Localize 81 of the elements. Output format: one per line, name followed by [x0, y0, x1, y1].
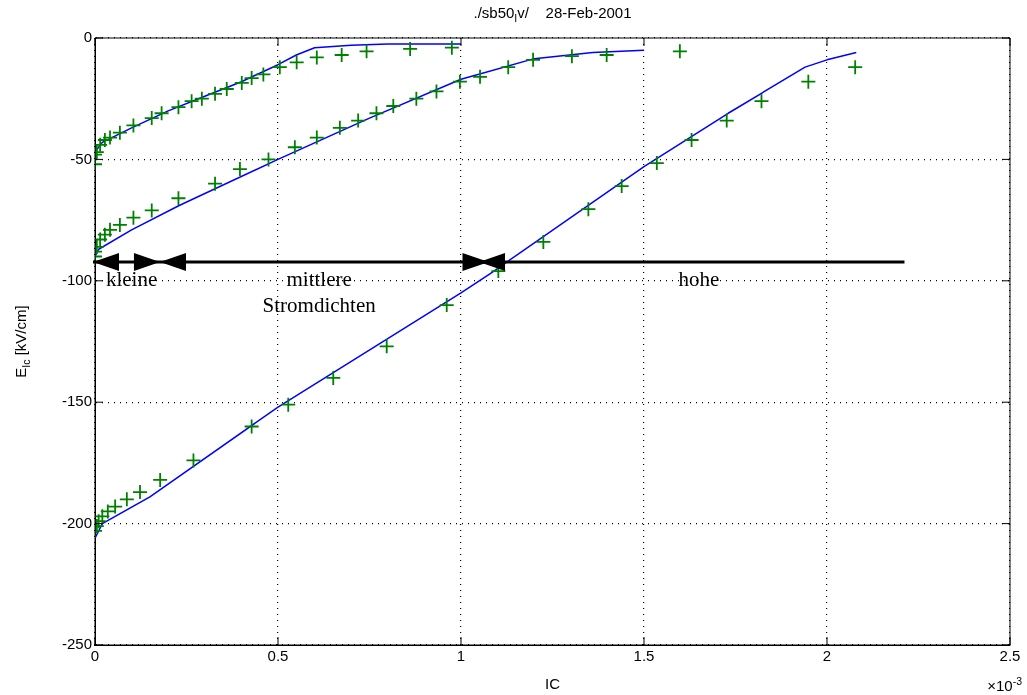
- point: [96, 132, 113, 148]
- point: [153, 105, 170, 122]
- point: [308, 49, 325, 66]
- point: [428, 83, 445, 100]
- y-tick-label: -150: [61, 392, 92, 410]
- point: [125, 209, 142, 226]
- point: [132, 484, 148, 500]
- point: [218, 81, 235, 97]
- point: [207, 85, 223, 102]
- point: [500, 59, 517, 76]
- point: [271, 59, 288, 76]
- point: [580, 201, 597, 218]
- point: [232, 161, 248, 178]
- point: [613, 178, 630, 195]
- point: [102, 221, 118, 238]
- point: [350, 112, 367, 129]
- point: [753, 93, 770, 110]
- point: [402, 41, 419, 57]
- x-tick-label: 1.5: [633, 647, 655, 665]
- point: [286, 139, 303, 156]
- point: [170, 99, 187, 116]
- annotation: kleine: [105, 267, 158, 292]
- point: [452, 73, 468, 90]
- point: [331, 119, 348, 136]
- point: [183, 93, 200, 110]
- point: [193, 90, 210, 107]
- y-tick-label: -100: [61, 270, 92, 288]
- y-tick-label: -250: [61, 635, 92, 653]
- point: [671, 43, 688, 60]
- point: [368, 105, 385, 122]
- point: [143, 110, 160, 127]
- point: [800, 73, 817, 90]
- point: [207, 175, 223, 192]
- annotation: mittlere Stromdichten: [262, 267, 377, 318]
- point: [99, 503, 116, 520]
- point: [598, 47, 615, 63]
- y-axis-title: EIc [kV/cm]: [12, 305, 33, 378]
- point: [648, 155, 665, 171]
- point: [170, 190, 187, 207]
- point: [443, 39, 460, 56]
- point: [107, 498, 124, 515]
- point: [525, 51, 541, 68]
- point: [102, 129, 118, 146]
- point: [385, 98, 402, 114]
- point: [143, 202, 160, 219]
- point: [118, 491, 135, 508]
- point: [288, 54, 305, 71]
- annotation: hohe: [678, 267, 720, 292]
- point: [243, 70, 260, 86]
- point: [472, 68, 488, 85]
- point: [683, 132, 700, 148]
- point: [111, 124, 128, 141]
- point: [847, 59, 864, 76]
- point: [333, 47, 350, 63]
- point: [358, 43, 375, 60]
- point: [185, 452, 202, 469]
- x-axis-title: IC: [545, 675, 561, 693]
- point: [260, 151, 277, 168]
- x-tick-label: 1: [456, 647, 466, 665]
- x-tick-label: 2: [822, 647, 832, 665]
- point: [325, 370, 342, 386]
- point: [96, 226, 113, 243]
- point: [564, 48, 580, 65]
- point: [718, 112, 735, 129]
- x-tick-label: 2.5: [999, 647, 1021, 665]
- point: [535, 234, 552, 250]
- y-tick-label: -50: [70, 149, 92, 167]
- x-tick-label: 0.5: [267, 647, 289, 665]
- point: [438, 297, 455, 313]
- point: [280, 396, 297, 413]
- point: [243, 418, 260, 435]
- point: [233, 75, 250, 91]
- point: [378, 338, 395, 355]
- point: [408, 90, 425, 107]
- y-tick-label: -200: [61, 513, 92, 531]
- point: [125, 117, 142, 134]
- point: [255, 66, 272, 83]
- y-tick-label: 0: [83, 28, 92, 46]
- point: [111, 217, 128, 233]
- point: [152, 472, 169, 488]
- point: [308, 129, 325, 146]
